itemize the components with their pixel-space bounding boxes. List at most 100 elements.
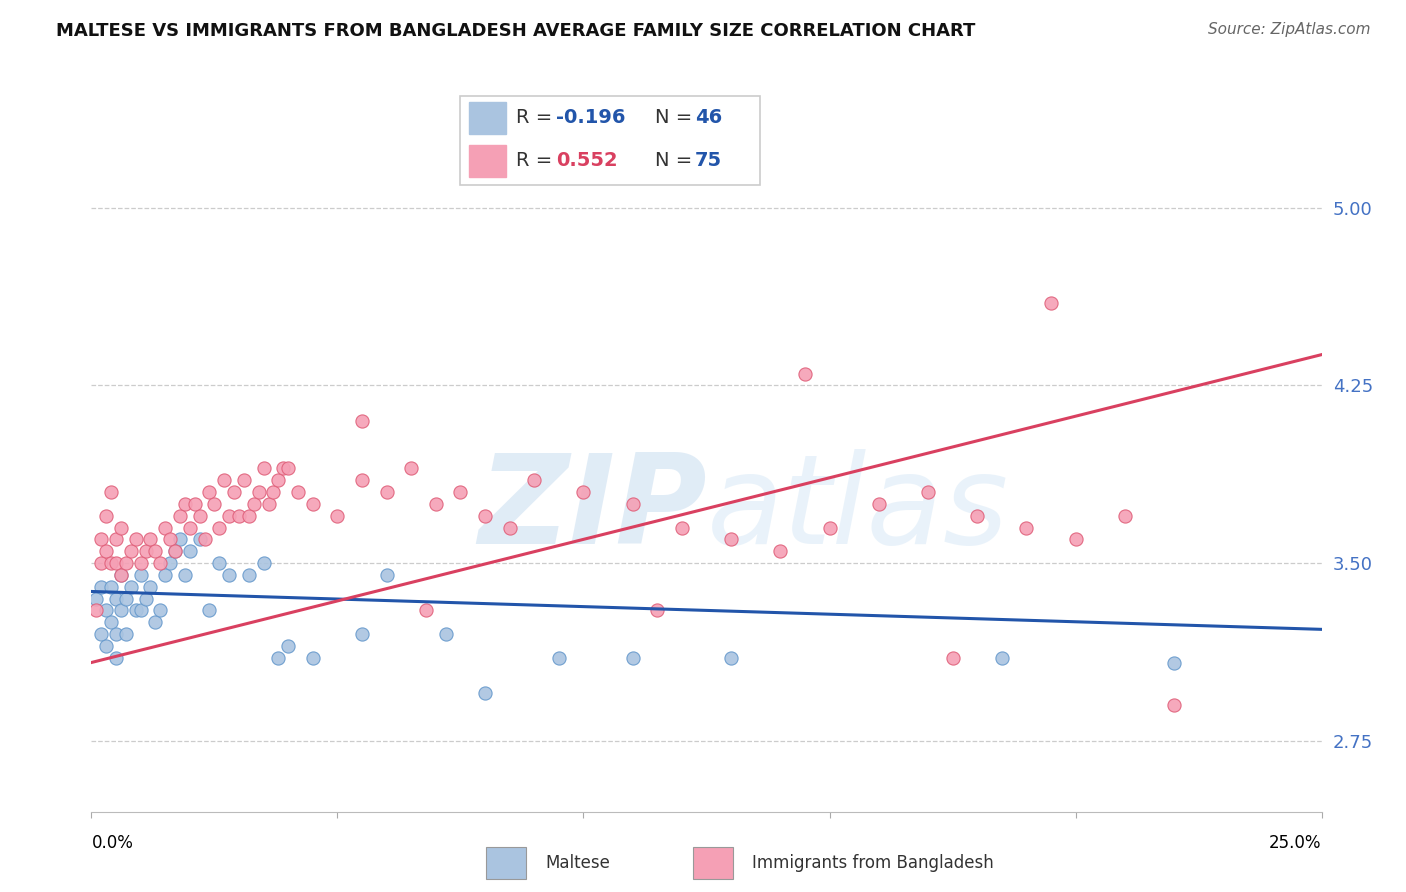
Point <box>621 497 644 511</box>
Point <box>90 533 112 547</box>
Point <box>247 485 270 500</box>
Text: Maltese: Maltese <box>546 854 610 872</box>
Point <box>769 544 792 558</box>
Point <box>120 580 142 594</box>
Point <box>174 497 197 511</box>
Point <box>425 497 447 511</box>
Point <box>149 556 172 570</box>
Point <box>124 533 148 547</box>
Point <box>277 639 299 653</box>
FancyBboxPatch shape <box>460 95 761 186</box>
Point <box>100 615 122 630</box>
Point <box>105 650 127 665</box>
Point <box>287 485 309 500</box>
Point <box>96 603 117 617</box>
Point <box>153 520 177 534</box>
Point <box>86 591 108 606</box>
Text: -0.196: -0.196 <box>555 108 626 127</box>
Point <box>1039 295 1063 310</box>
Point <box>474 686 496 700</box>
Point <box>720 650 742 665</box>
Text: Immigrants from Bangladesh: Immigrants from Bangladesh <box>752 854 994 872</box>
Point <box>253 461 276 475</box>
Point <box>208 520 231 534</box>
Point <box>941 650 963 665</box>
Point <box>352 627 374 641</box>
Point <box>208 556 231 570</box>
Point <box>271 461 295 475</box>
Text: 75: 75 <box>695 151 723 169</box>
Point <box>621 650 644 665</box>
Point <box>301 650 323 665</box>
Point <box>145 544 166 558</box>
Point <box>193 533 217 547</box>
Point <box>105 591 127 606</box>
Point <box>129 556 152 570</box>
Bar <box>470 102 506 134</box>
Point <box>100 485 122 500</box>
Point <box>145 615 166 630</box>
Point <box>262 485 284 500</box>
Text: 46: 46 <box>695 108 723 127</box>
Point <box>868 497 890 511</box>
Bar <box>486 847 526 880</box>
Text: 0.552: 0.552 <box>555 151 617 169</box>
Point <box>267 650 290 665</box>
Point <box>352 414 374 428</box>
Point <box>818 520 841 534</box>
Point <box>114 627 138 641</box>
Bar <box>693 847 733 880</box>
Point <box>135 591 157 606</box>
Point <box>1163 656 1185 670</box>
Point <box>572 485 595 500</box>
Point <box>163 544 186 558</box>
Point <box>198 485 221 500</box>
Text: ZIP: ZIP <box>478 449 706 570</box>
Point <box>222 485 246 500</box>
Point <box>375 567 398 582</box>
Point <box>228 508 250 523</box>
Text: Source: ZipAtlas.com: Source: ZipAtlas.com <box>1208 22 1371 37</box>
Point <box>86 603 108 617</box>
Point <box>129 603 152 617</box>
Point <box>352 473 374 487</box>
Point <box>105 556 127 570</box>
Point <box>139 533 162 547</box>
Point <box>110 520 132 534</box>
Point <box>129 567 152 582</box>
Point <box>218 508 240 523</box>
Text: atlas: atlas <box>706 449 1008 570</box>
Point <box>720 533 742 547</box>
Point <box>1064 533 1087 547</box>
Point <box>110 567 132 582</box>
Point <box>96 508 117 523</box>
Point <box>238 567 260 582</box>
Point <box>105 627 127 641</box>
Point <box>135 544 157 558</box>
Point <box>90 556 112 570</box>
Text: 25.0%: 25.0% <box>1270 834 1322 852</box>
Point <box>90 580 112 594</box>
Point <box>124 603 148 617</box>
Point <box>198 603 221 617</box>
Point <box>238 508 260 523</box>
Text: N =: N = <box>655 108 699 127</box>
Point <box>232 473 256 487</box>
Point <box>139 580 162 594</box>
Point <box>301 497 323 511</box>
Point <box>153 567 177 582</box>
Point <box>110 603 132 617</box>
Point <box>100 556 122 570</box>
Point <box>114 556 138 570</box>
Point <box>548 650 571 665</box>
Point <box>183 497 207 511</box>
Point <box>326 508 349 523</box>
Point <box>242 497 264 511</box>
Point <box>188 508 211 523</box>
Point <box>671 520 693 534</box>
Point <box>110 567 132 582</box>
Point <box>159 556 181 570</box>
Point <box>169 533 191 547</box>
Point <box>917 485 939 500</box>
Point <box>90 627 112 641</box>
